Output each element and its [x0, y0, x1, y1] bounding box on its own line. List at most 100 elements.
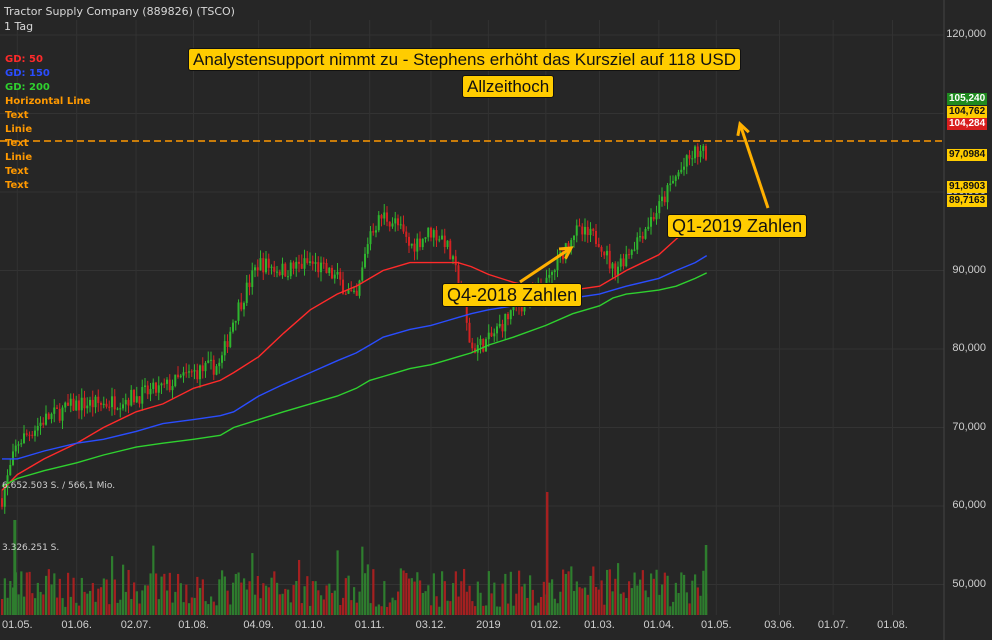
volume-bar — [457, 596, 460, 615]
volume-bar — [688, 603, 691, 615]
volume-bar — [31, 593, 34, 615]
volume-bar — [377, 604, 380, 615]
candle-body — [14, 445, 17, 452]
volume-bar — [69, 596, 72, 615]
candle-body — [625, 254, 628, 267]
volume-bar — [408, 578, 411, 615]
candle-body — [111, 396, 113, 408]
candle-body — [677, 172, 680, 177]
volume-bar — [672, 601, 675, 615]
indicator-legend: GD: 50 GD: 150 GD: 200 Horizontal Line Text L… — [5, 53, 91, 193]
candle-body — [102, 403, 105, 405]
volume-bar — [402, 570, 405, 615]
candle-body — [196, 370, 199, 380]
volume-bar — [485, 605, 488, 615]
candle-body — [166, 379, 168, 384]
candle-body — [589, 228, 592, 236]
volume-bar — [578, 587, 581, 615]
volume-bar — [696, 587, 699, 615]
volume-bar — [666, 575, 669, 615]
candle-body — [122, 404, 124, 409]
volume-bar — [482, 605, 485, 615]
volume-bar — [141, 590, 144, 615]
volume-bar — [9, 581, 12, 615]
volume-bar — [526, 597, 529, 615]
candle-body — [683, 166, 685, 170]
candle-body — [42, 422, 45, 425]
x-tick-label: 01.08. — [877, 619, 908, 631]
volume-bar — [669, 606, 672, 615]
volume-bar — [6, 597, 9, 615]
volume-bar — [644, 590, 647, 615]
candle-body — [141, 386, 144, 404]
volume-bar — [190, 597, 193, 615]
volume-bar — [179, 583, 182, 615]
volume-bar — [292, 585, 295, 615]
candle-body — [493, 333, 496, 337]
volume-bar — [446, 600, 449, 615]
volume-bar — [694, 574, 697, 615]
candle-body — [438, 239, 441, 241]
volume-bar — [3, 578, 6, 615]
candle-body — [39, 422, 42, 426]
candle-body — [61, 407, 64, 421]
volume-bar — [512, 605, 515, 615]
candle-body — [672, 180, 674, 184]
volume-bar — [171, 602, 174, 615]
volume-bar — [369, 603, 372, 615]
volume-bar — [410, 578, 413, 615]
volume-bar — [289, 602, 292, 615]
candle-body — [388, 221, 391, 227]
volume-bar — [317, 590, 320, 615]
candle-body — [193, 370, 196, 372]
volume-bar — [611, 591, 614, 615]
candle-body — [490, 332, 493, 337]
volume-bar — [468, 585, 471, 615]
candle-body — [361, 267, 364, 281]
candle-body — [259, 258, 262, 271]
candle-body — [331, 267, 333, 279]
volume-bar — [452, 583, 455, 615]
volume-bar — [94, 601, 97, 615]
volume-bar — [89, 590, 92, 615]
candle-body — [221, 355, 223, 363]
candle-body — [699, 150, 702, 157]
x-tick-label: 2019 — [476, 619, 501, 631]
candle-body — [487, 332, 490, 340]
volume-bar — [344, 578, 347, 615]
candle-body — [314, 262, 317, 264]
candle-body — [270, 266, 273, 268]
volume-bar — [237, 572, 240, 615]
candle-body — [182, 372, 185, 376]
volume-bar — [372, 569, 375, 615]
volume-bar — [353, 587, 356, 615]
volume-bar — [465, 591, 468, 615]
candle-body — [300, 263, 303, 269]
volume-bar — [45, 575, 48, 615]
candle-body — [452, 256, 454, 260]
volume-bar — [364, 573, 367, 615]
candle-body — [380, 215, 383, 219]
candle-body — [485, 339, 487, 352]
candle-body — [674, 176, 677, 181]
volume-bar — [399, 568, 402, 615]
candle-body — [135, 396, 138, 403]
candle-body — [630, 250, 633, 255]
candle-body — [551, 272, 553, 275]
volume-bar — [683, 574, 686, 615]
volume-bar — [102, 578, 105, 615]
legend-entry: Text — [5, 180, 29, 191]
volume-bar — [702, 570, 705, 615]
volume-bar — [34, 598, 37, 615]
candle-body — [245, 282, 248, 303]
volume-bar — [529, 575, 532, 615]
volume-bar — [699, 595, 702, 615]
candle-body — [606, 250, 608, 256]
volume-bar — [476, 581, 479, 615]
candle-body — [83, 397, 86, 409]
candle-body — [366, 244, 369, 254]
y-tick-label: 120,000 — [946, 28, 986, 40]
volume-bar — [113, 579, 116, 615]
candle-body — [267, 258, 270, 268]
